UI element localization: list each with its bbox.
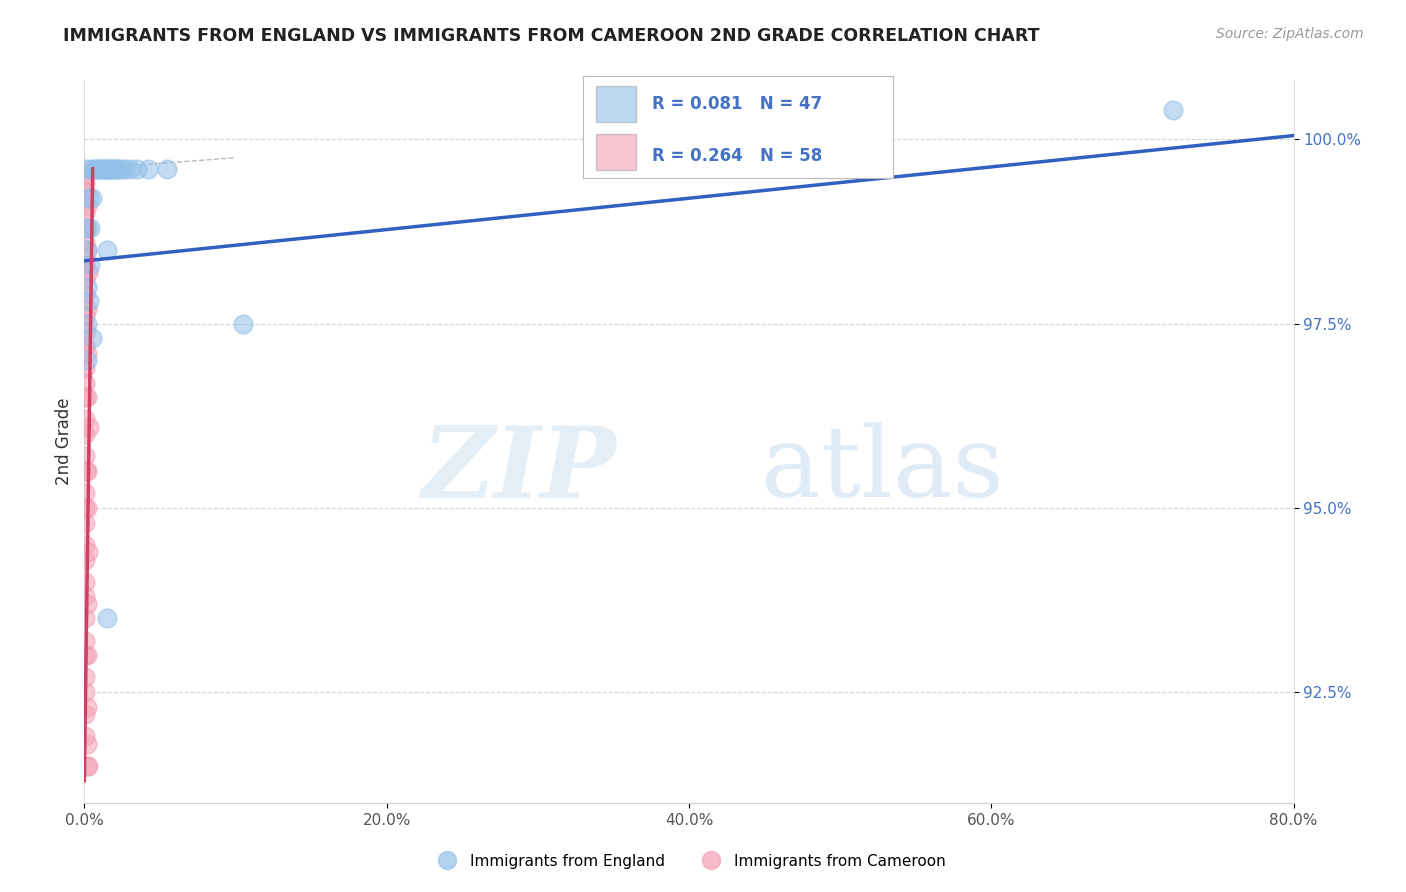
Point — [76, 464, 98, 478]
Point — [84, 161, 107, 176]
Point — [93, 161, 115, 176]
Point — [77, 265, 100, 279]
Point — [75, 258, 97, 272]
Point — [75, 309, 97, 323]
Point — [76, 759, 98, 773]
Text: R = 0.081   N = 47: R = 0.081 N = 47 — [651, 95, 821, 112]
Point — [75, 360, 97, 375]
Point — [79, 258, 101, 272]
Text: atlas: atlas — [762, 423, 1004, 518]
Point — [136, 161, 159, 176]
Point — [76, 648, 98, 663]
Point — [105, 161, 128, 176]
Point — [76, 500, 98, 515]
Point — [80, 331, 103, 345]
Point — [76, 700, 98, 714]
Point — [118, 161, 141, 176]
Point — [80, 191, 103, 205]
Point — [73, 169, 96, 183]
Point — [75, 235, 97, 250]
Point — [75, 184, 97, 198]
Point — [156, 161, 179, 176]
Point — [75, 552, 97, 566]
Point — [76, 597, 98, 611]
Point — [75, 730, 97, 744]
Point — [73, 412, 96, 426]
Point — [75, 390, 97, 404]
Point — [96, 243, 118, 257]
Point — [73, 272, 96, 286]
Point — [75, 648, 97, 663]
Point — [73, 574, 96, 589]
Point — [73, 633, 96, 648]
Point — [127, 161, 149, 176]
Point — [75, 220, 97, 235]
Point — [76, 220, 98, 235]
Point — [101, 161, 124, 176]
Point — [73, 486, 96, 500]
Point — [76, 243, 98, 257]
Point — [75, 376, 97, 390]
Point — [91, 161, 114, 176]
Point — [75, 450, 97, 464]
Point — [75, 707, 97, 722]
Point — [73, 177, 96, 191]
Point — [76, 737, 98, 751]
Y-axis label: 2nd Grade: 2nd Grade — [55, 398, 73, 485]
Point — [76, 243, 98, 257]
Point — [100, 161, 122, 176]
Point — [104, 161, 127, 176]
Point — [75, 611, 97, 625]
Point — [75, 427, 97, 442]
Point — [73, 339, 96, 353]
Point — [73, 516, 96, 530]
Point — [96, 161, 118, 176]
Point — [77, 759, 100, 773]
Point — [75, 538, 97, 552]
Point — [76, 317, 98, 331]
Point — [73, 685, 96, 699]
Point — [107, 161, 129, 176]
Point — [97, 161, 120, 176]
Point — [76, 301, 98, 316]
Text: ZIP: ZIP — [422, 422, 616, 518]
Point — [110, 161, 132, 176]
Point — [76, 161, 98, 176]
Point — [77, 294, 100, 309]
FancyBboxPatch shape — [596, 87, 636, 122]
Point — [114, 161, 136, 176]
Point — [75, 464, 97, 478]
Point — [76, 353, 98, 368]
Text: IMMIGRANTS FROM ENGLAND VS IMMIGRANTS FROM CAMEROON 2ND GRADE CORRELATION CHART: IMMIGRANTS FROM ENGLAND VS IMMIGRANTS FR… — [63, 27, 1040, 45]
Point — [89, 161, 111, 176]
Point — [75, 324, 97, 338]
Point — [79, 220, 101, 235]
Legend: Immigrants from England, Immigrants from Cameroon: Immigrants from England, Immigrants from… — [426, 847, 952, 875]
Point — [232, 317, 254, 331]
Point — [86, 161, 108, 176]
Point — [1161, 103, 1184, 117]
Point — [77, 545, 100, 559]
Point — [75, 670, 97, 684]
Point — [76, 279, 98, 293]
Point — [77, 191, 100, 205]
Point — [98, 161, 121, 176]
Point — [76, 346, 98, 360]
Point — [75, 500, 97, 515]
Point — [76, 390, 98, 404]
Point — [77, 419, 100, 434]
Point — [96, 611, 118, 625]
FancyBboxPatch shape — [596, 135, 636, 170]
Point — [80, 161, 103, 176]
Text: R = 0.264   N = 58: R = 0.264 N = 58 — [651, 147, 821, 165]
Text: Source: ZipAtlas.com: Source: ZipAtlas.com — [1216, 27, 1364, 41]
Point — [94, 161, 117, 176]
Point — [90, 161, 112, 176]
Point — [75, 287, 97, 301]
Point — [75, 590, 97, 604]
Point — [73, 206, 96, 220]
Point — [76, 199, 98, 213]
